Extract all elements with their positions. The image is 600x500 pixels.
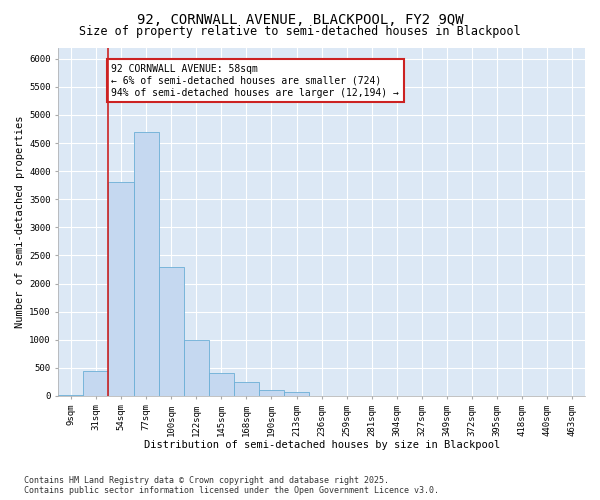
Bar — [109, 182, 134, 396]
Text: Contains HM Land Registry data © Crown copyright and database right 2025.
Contai: Contains HM Land Registry data © Crown c… — [24, 476, 439, 495]
Bar — [234, 382, 259, 396]
Text: 92, CORNWALL AVENUE, BLACKPOOL, FY2 9QW: 92, CORNWALL AVENUE, BLACKPOOL, FY2 9QW — [137, 12, 463, 26]
Bar — [134, 132, 158, 396]
X-axis label: Distribution of semi-detached houses by size in Blackpool: Distribution of semi-detached houses by … — [143, 440, 500, 450]
Bar — [259, 390, 284, 396]
Y-axis label: Number of semi-detached properties: Number of semi-detached properties — [15, 116, 25, 328]
Text: Size of property relative to semi-detached houses in Blackpool: Size of property relative to semi-detach… — [79, 25, 521, 38]
Bar — [209, 374, 234, 396]
Bar — [184, 340, 209, 396]
Bar — [284, 392, 309, 396]
Text: 92 CORNWALL AVENUE: 58sqm
← 6% of semi-detached houses are smaller (724)
94% of : 92 CORNWALL AVENUE: 58sqm ← 6% of semi-d… — [112, 64, 400, 98]
Bar — [158, 266, 184, 396]
Bar — [83, 370, 109, 396]
